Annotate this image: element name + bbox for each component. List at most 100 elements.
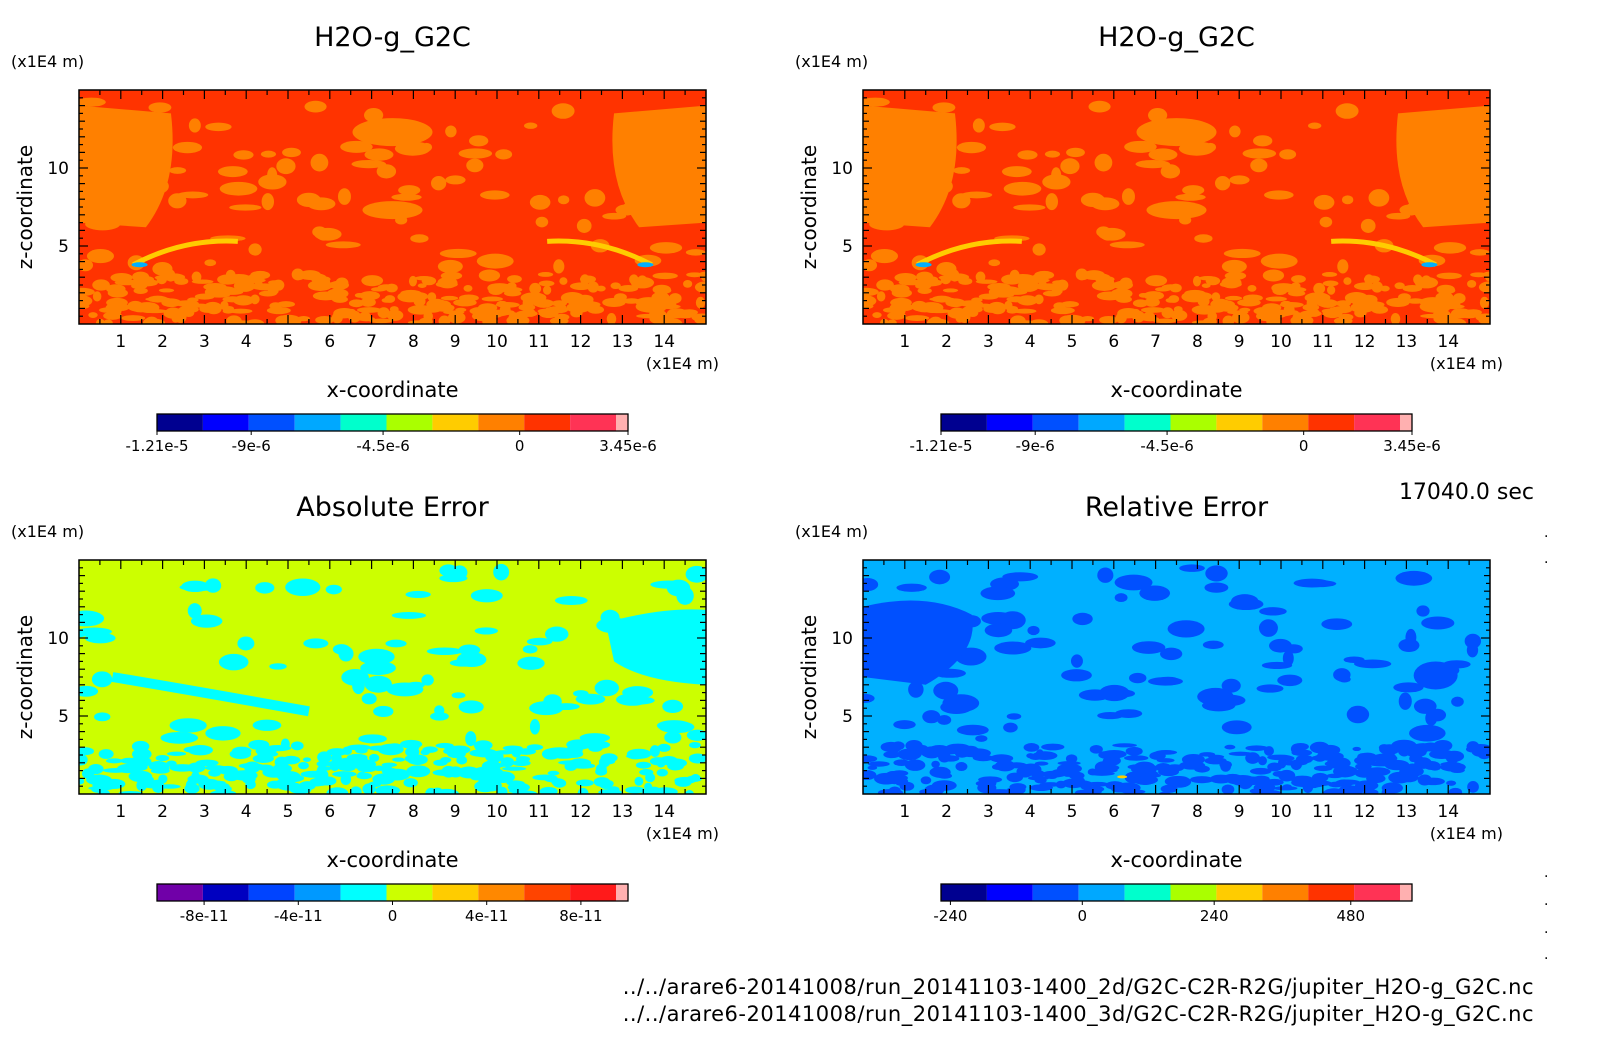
colorbar-label: 0	[515, 437, 525, 455]
colorbar-label: 0	[388, 907, 398, 925]
colorbar-swatch	[1354, 884, 1400, 901]
colorbar-swatch	[340, 884, 387, 901]
colorbar-swatch	[1308, 414, 1355, 431]
dot-marker: .	[1544, 947, 1549, 963]
colorbar-label: -4.5e-6	[1140, 437, 1193, 455]
colorbar-label: 480	[1336, 907, 1365, 925]
colorbar-label: -1.21e-5	[126, 437, 189, 455]
dot-marker: .	[1544, 921, 1549, 937]
x-tick-label: 10	[1270, 332, 1292, 352]
x-tick-label: 11	[528, 332, 550, 352]
y-tick-label: 5	[58, 707, 69, 727]
colorbar-swatch	[248, 884, 295, 901]
x-tick-label: 9	[450, 802, 461, 822]
x-tick-label: 10	[486, 802, 508, 822]
x-tick-label: 4	[241, 802, 252, 822]
heatmap-blobs	[863, 564, 1490, 794]
colorbar-swatch	[1032, 884, 1079, 901]
x-tick-label: 8	[1192, 802, 1203, 822]
x-unit-label: (x1E4 m)	[1430, 354, 1503, 373]
colorbar-label: -9e-6	[1016, 437, 1055, 455]
x-tick-label: 6	[1108, 332, 1119, 352]
x-tick-label: 14	[653, 332, 675, 352]
colorbar-swatch	[524, 884, 571, 901]
x-tick-label: 6	[324, 332, 335, 352]
dot-marker: .	[1544, 551, 1549, 567]
colorbar-label: 3.45e-6	[1383, 437, 1441, 455]
x-tick-label: 3	[983, 332, 994, 352]
x-axis-label: x-coordinate	[1110, 848, 1242, 872]
colorbar-swatch	[202, 884, 249, 901]
y-unit-label: (x1E4 m)	[11, 522, 84, 541]
x-tick-label: 5	[283, 802, 294, 822]
x-tick-label: 4	[1025, 802, 1036, 822]
colorbar-swatch	[157, 414, 203, 431]
colorbar-swatch	[570, 884, 616, 901]
x-tick-label: 2	[157, 802, 168, 822]
colorbar: -8e-11 -4e-11 0 4e-11 8e-11	[156, 883, 629, 925]
x-tick-label: 14	[1437, 332, 1459, 352]
x-tick-label: 9	[450, 332, 461, 352]
x-tick-label: 4	[1025, 332, 1036, 352]
axis-ticks	[863, 560, 1490, 794]
x-tick-label: 13	[612, 802, 634, 822]
x-tick-label: 12	[1354, 332, 1376, 352]
x-tick-label: 9	[1234, 802, 1245, 822]
colorbar-swatch	[432, 884, 479, 901]
x-tick-label: 14	[653, 802, 675, 822]
colorbar-swatch	[1262, 884, 1309, 901]
colorbar-swatch	[1078, 414, 1125, 431]
colorbar-swatch	[1170, 414, 1217, 431]
y-tick-label: 5	[842, 707, 853, 727]
x-tick-label: 8	[408, 802, 419, 822]
colorbar-swatch	[478, 414, 525, 431]
colorbar-swatch	[294, 884, 341, 901]
colorbar: -1.21e-5 -9e-6 -4.5e-6 0 3.45e-6	[910, 413, 1441, 455]
colorbar-swatch	[1216, 884, 1263, 901]
x-tick-label: 9	[1234, 332, 1245, 352]
heatmap-blobs	[863, 97, 1490, 324]
colorbar-swatch	[1124, 414, 1171, 431]
x-tick-label: 11	[528, 802, 550, 822]
colorbar: -1.21e-5 -9e-6 -4.5e-6 0 3.45e-6	[126, 413, 657, 455]
colorbar-label: 3.45e-6	[599, 437, 657, 455]
colorbar-label: 4e-11	[465, 907, 508, 925]
colorbar-label: -9e-6	[232, 437, 271, 455]
colorbar-label: -8e-11	[180, 907, 229, 925]
axis-ticks	[79, 560, 706, 794]
y-axis-label: z-coordinate	[13, 615, 37, 739]
x-tick-label: 10	[486, 332, 508, 352]
colorbar-swatch	[202, 414, 249, 431]
x-tick-label: 2	[941, 332, 952, 352]
x-axis-label: x-coordinate	[326, 848, 458, 872]
colorbar-swatch	[248, 414, 295, 431]
colorbar-swatch	[1032, 414, 1079, 431]
x-tick-label: 8	[408, 332, 419, 352]
file-path-3d: ../../arare6-20141008/run_20141103-1400_…	[622, 1002, 1534, 1026]
heatmap-blobs	[79, 563, 706, 794]
y-tick-label: 10	[831, 159, 853, 179]
x-tick-label: 6	[324, 802, 335, 822]
colorbar-label: -1.21e-5	[910, 437, 973, 455]
dot-marker: .	[1544, 865, 1549, 881]
colorbar-swatch	[941, 884, 987, 901]
chart-title: Absolute Error	[296, 492, 489, 523]
colorbar-swatch	[986, 884, 1033, 901]
colorbar-swatch	[386, 884, 433, 901]
x-tick-label: 2	[157, 332, 168, 352]
y-unit-label: (x1E4 m)	[795, 522, 868, 541]
x-tick-label: 12	[1354, 802, 1376, 822]
x-tick-label: 4	[241, 332, 252, 352]
colorbar-swatch	[1400, 884, 1412, 901]
x-tick-label: 11	[1312, 332, 1334, 352]
colorbar-label: 0	[1299, 437, 1309, 455]
colorbar-swatch	[524, 414, 571, 431]
colorbar-swatch	[294, 414, 341, 431]
y-axis-label: z-coordinate	[13, 145, 37, 269]
x-tick-label: 6	[1108, 802, 1119, 822]
colorbar-swatch	[1124, 884, 1171, 901]
